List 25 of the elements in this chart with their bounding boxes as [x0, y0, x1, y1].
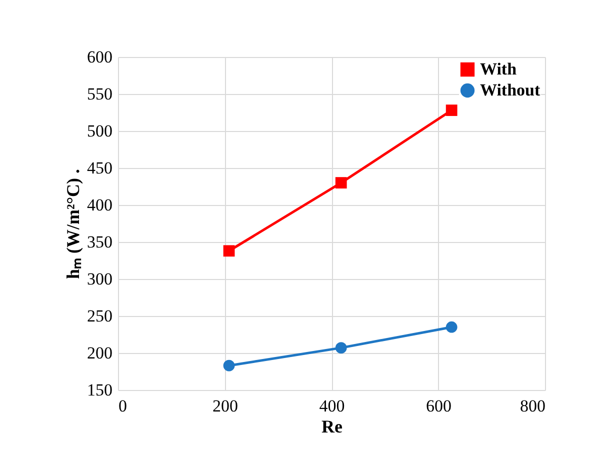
point: [335, 177, 347, 188]
point: [335, 342, 347, 354]
y-tick-label: 350: [87, 232, 112, 252]
y-tick-label: 150: [87, 380, 112, 400]
legend-label: Without: [480, 80, 540, 100]
x-tick-label: 200: [212, 396, 238, 416]
point: [223, 360, 235, 372]
x-tick-label: 600: [426, 396, 452, 416]
point: [223, 245, 235, 257]
x-tick-label: 0: [118, 396, 127, 416]
y-tick-label: 200: [87, 344, 112, 362]
y-tick-label: 300: [87, 270, 112, 288]
y-tick-label: 450: [87, 158, 112, 178]
x-tick-label: 400: [319, 396, 345, 416]
point: [446, 321, 458, 333]
y-tick-label: 550: [87, 84, 112, 104]
y-tick-label: 600: [87, 48, 112, 66]
y-tick-label: 250: [87, 306, 112, 326]
y-axis-title: hₘ (W/m²°C) .: [63, 168, 83, 280]
y-tick-label: 400: [87, 196, 112, 214]
y-tick-label: 500: [87, 122, 112, 140]
x-tick-label: 800: [520, 396, 546, 416]
point: [446, 104, 458, 116]
legend-label: With: [480, 60, 518, 78]
x-axis-title: Re: [322, 416, 342, 436]
